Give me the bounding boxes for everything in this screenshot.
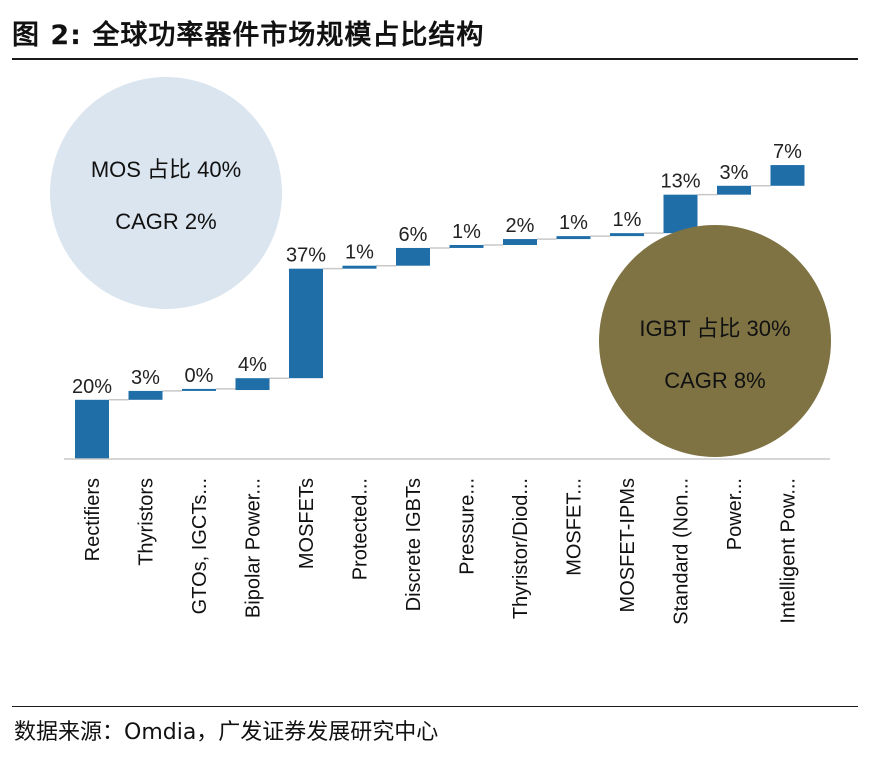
connector-lines xyxy=(109,185,771,401)
value-label-9: 2% xyxy=(506,215,535,237)
tick-label-11: MOSFET-IPMs xyxy=(617,478,639,612)
tick-label-6: Protected... xyxy=(350,478,372,580)
figure-title: 图 2: 全球功率器件市场规模占比结构 xyxy=(12,10,484,54)
tick-label-1: Rectifiers xyxy=(82,478,104,561)
mos-share-text: MOS 占比 40% xyxy=(91,157,241,182)
igbt-share-text: IGBT 占比 30% xyxy=(639,316,790,341)
tick-label-7: Discrete IGBTs xyxy=(403,478,425,611)
igbt-cagr-text: CAGR 8% xyxy=(664,368,765,393)
bars xyxy=(75,165,805,459)
tick-label-12: Standard (Non... xyxy=(671,478,693,625)
value-label-2: 3% xyxy=(131,367,160,389)
value-label-1: 20% xyxy=(72,376,112,398)
bar-14 xyxy=(770,165,805,186)
value-label-3: 0% xyxy=(185,365,214,387)
bottom-rule xyxy=(12,706,858,707)
igbt-bubble-circle xyxy=(599,225,831,457)
bar-4 xyxy=(235,378,270,391)
tick-label-3: GTOs, IGCTs... xyxy=(189,478,211,614)
bar-7 xyxy=(396,247,430,266)
tick-label-10: MOSFET... xyxy=(564,478,586,576)
bar-12 xyxy=(663,194,698,234)
value-label-5: 37% xyxy=(286,245,326,267)
value-label-7: 6% xyxy=(399,224,428,246)
bar-5 xyxy=(289,268,323,379)
tick-label-4: Bipolar Power... xyxy=(243,478,265,618)
tick-label-5: MOSFETs xyxy=(296,478,318,569)
bar-3 xyxy=(182,388,216,391)
bar-1 xyxy=(75,399,109,459)
value-label-11: 1% xyxy=(613,209,642,231)
mos-cagr-text: CAGR 2% xyxy=(115,209,216,234)
bar-6 xyxy=(342,265,377,269)
value-labels: 20% 3% 0% 4% 37% 1% 6% 1% 2% 1% 1% 13% 3% 7% xyxy=(72,141,802,398)
tick-labels: Rectifiers Thyristors GTOs, IGCTs... Bipola… xyxy=(82,478,800,625)
figure-title-text: 图 2: 全球功率器件市场规模占比结构 xyxy=(12,19,485,51)
bar-8 xyxy=(449,244,484,248)
value-label-14: 7% xyxy=(773,141,802,163)
source-note: 数据来源：Omdia，广发证券发展研究中心 xyxy=(14,720,439,745)
bar-9 xyxy=(503,239,537,245)
value-label-10: 1% xyxy=(559,212,588,234)
value-label-13: 3% xyxy=(720,162,749,184)
bar-13 xyxy=(717,185,751,195)
tick-label-2: Thyristors xyxy=(136,478,158,566)
top-rule xyxy=(12,58,858,60)
tick-label-9: Thyristor/Diod... xyxy=(510,478,532,619)
igbt-bubble: IGBT 占比 30% CAGR 8% xyxy=(599,225,831,457)
bar-11 xyxy=(610,233,644,237)
value-label-4: 4% xyxy=(238,354,267,376)
bar-10 xyxy=(556,236,591,240)
value-label-6: 1% xyxy=(345,242,374,264)
bar-2 xyxy=(128,390,163,400)
tick-label-14: Intelligent Pow... xyxy=(778,478,800,624)
mos-bubble: MOS 占比 40% CAGR 2% xyxy=(50,77,282,309)
value-label-8: 1% xyxy=(452,221,481,243)
value-label-12: 13% xyxy=(660,171,700,193)
tick-label-13: Power... xyxy=(724,478,746,550)
tick-label-8: Pressure... xyxy=(457,478,479,575)
mos-bubble-circle xyxy=(50,77,282,309)
